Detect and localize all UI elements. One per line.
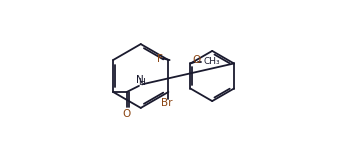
Text: O: O: [193, 55, 201, 65]
Text: Br: Br: [161, 98, 173, 108]
Text: CH₃: CH₃: [203, 57, 220, 66]
Text: O: O: [123, 109, 131, 119]
Text: H: H: [138, 78, 145, 87]
Text: N: N: [136, 75, 143, 85]
Text: F: F: [157, 54, 163, 64]
